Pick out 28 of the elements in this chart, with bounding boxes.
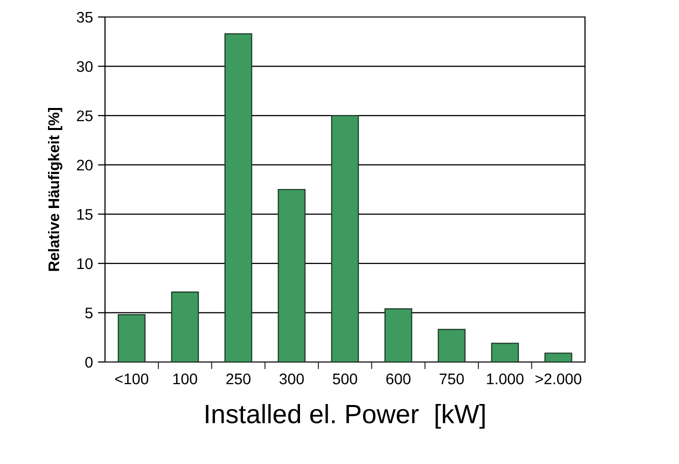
y-axis-title: Relative Häufigkeit [%] <box>48 108 62 271</box>
bar <box>544 352 572 362</box>
x-tick-label: 100 <box>173 374 198 384</box>
bar <box>384 308 412 362</box>
x-tick-label: <100 <box>115 374 148 384</box>
y-tick-label: 10 <box>77 258 93 270</box>
bar <box>278 188 306 362</box>
x-tick-label: 750 <box>440 374 464 384</box>
x-tick-label: 1.000 <box>487 374 524 384</box>
bar <box>171 291 199 362</box>
y-tick-label: 20 <box>76 160 93 171</box>
y-tick-label: 35 <box>76 12 93 23</box>
x-tick-label: 500 <box>332 374 358 384</box>
x-axis-title: Installed el. Power [kW] <box>206 404 485 429</box>
x-tick-label: >2.000 <box>536 374 582 384</box>
bar <box>224 33 252 362</box>
y-tick-label: 30 <box>76 61 93 72</box>
x-tick-label: 300 <box>280 374 304 384</box>
y-tick-label: 15 <box>77 209 93 220</box>
bar <box>491 342 519 362</box>
x-tick-label: 250 <box>226 374 250 384</box>
bar <box>331 115 359 362</box>
bar <box>118 314 146 362</box>
y-tick-label: 5 <box>85 308 93 318</box>
y-tick-label: 25 <box>76 110 93 122</box>
y-tick-label: 0 <box>85 356 93 368</box>
x-tick-label: 600 <box>386 374 410 384</box>
bar <box>438 328 466 362</box>
